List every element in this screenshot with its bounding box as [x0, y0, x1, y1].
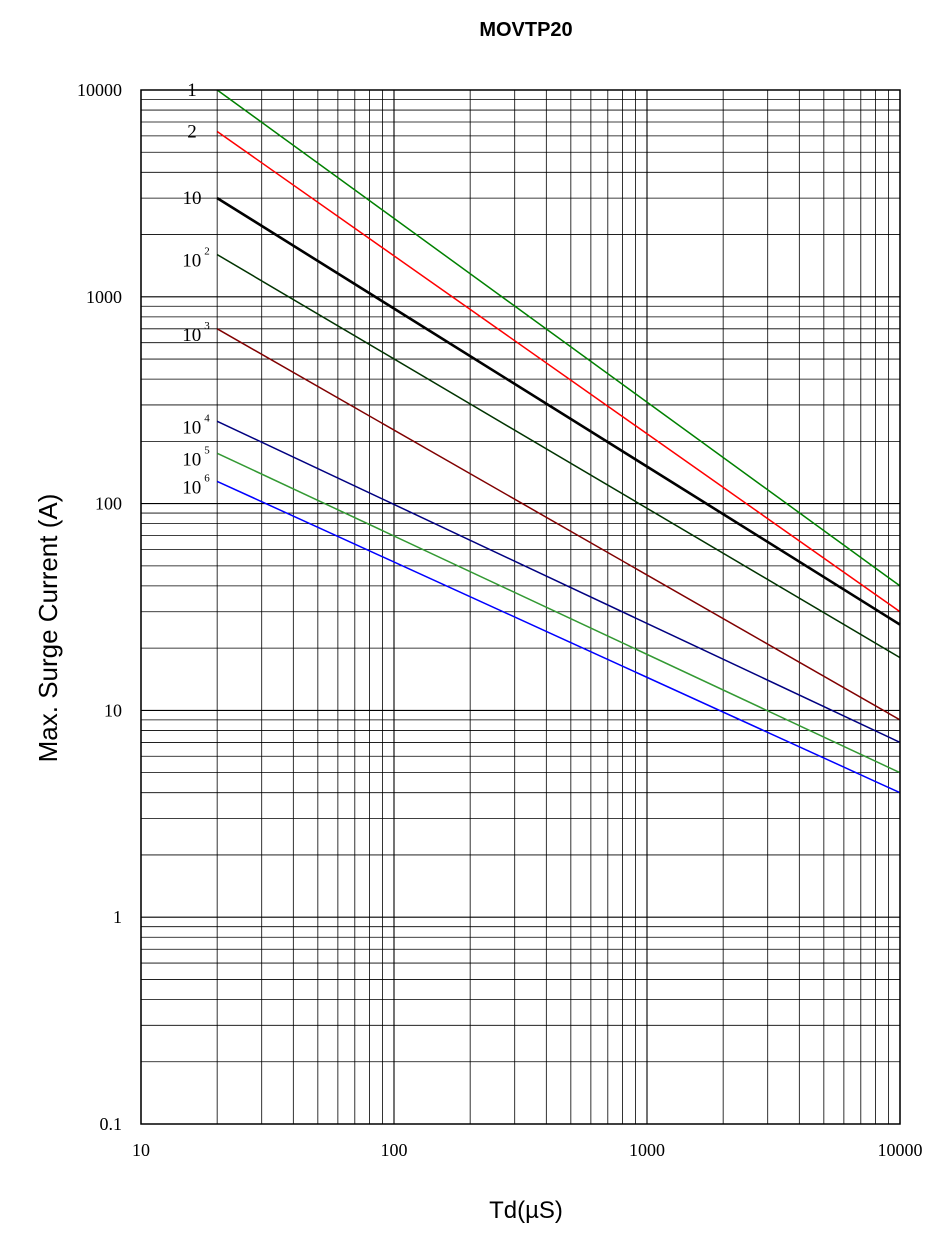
series-line-10-6	[216, 480, 901, 794]
y-axis-label: Max. Surge Current (A)	[33, 494, 63, 763]
x-tick-labels: 10 100 1000 10000	[132, 1140, 923, 1160]
series-label-exponent: 5	[204, 444, 210, 456]
series-label-exponent: 6	[204, 472, 210, 484]
series-label-exponent: 3	[204, 320, 210, 332]
plot-frame	[140, 89, 901, 1125]
series-label-exponent: 4	[204, 412, 210, 424]
series-line-10-2	[216, 253, 901, 659]
series-label-10-6: 10 6	[182, 472, 210, 498]
series-label-10-3: 10 3	[182, 320, 210, 346]
series-line-10-5	[216, 452, 901, 774]
series-line-10	[216, 196, 901, 626]
series-label-10-5: 10 5	[182, 444, 210, 470]
grid-major	[140, 89, 901, 1125]
x-tick-label: 1000	[629, 1140, 665, 1160]
x-tick-label: 10	[132, 1140, 150, 1160]
grid-minor	[141, 90, 900, 1124]
chart-title: MOVTP20	[479, 19, 572, 41]
series-label-10: 10	[183, 188, 202, 209]
series-label-2: 2	[187, 121, 197, 142]
series-line-2	[216, 130, 901, 613]
y-tick-labels: 0.1 1 10 100 1000 10000	[77, 80, 122, 1134]
y-tick-label: 0.1	[100, 1114, 123, 1134]
series-label-10-2: 10 2	[182, 246, 210, 272]
y-tick-label: 10	[104, 700, 122, 720]
series-layer	[216, 89, 901, 794]
y-tick-label: 1000	[86, 287, 122, 307]
series-line-10-4	[216, 420, 901, 744]
series-line-10-3	[216, 328, 901, 721]
x-axis-label: Td(µS)	[489, 1197, 563, 1224]
series-label-10-4: 10 4	[182, 412, 210, 438]
y-tick-label: 100	[95, 494, 122, 514]
y-tick-label: 10000	[77, 80, 122, 100]
y-tick-label: 1	[113, 907, 122, 927]
x-tick-label: 10000	[878, 1140, 923, 1160]
x-tick-label: 100	[381, 1140, 408, 1160]
series-label-exponent: 2	[204, 246, 210, 258]
series-line-1	[216, 89, 901, 587]
